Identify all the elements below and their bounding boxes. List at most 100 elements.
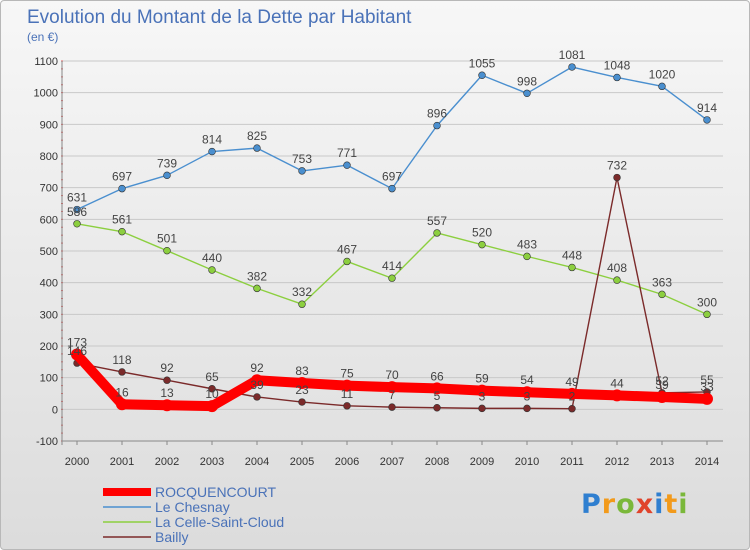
legend-label-rocquencourt: ROCQUENCOURT — [155, 484, 277, 500]
data-point — [613, 73, 621, 82]
data-label: 83 — [295, 364, 309, 378]
data-label: 92 — [160, 361, 174, 375]
data-point — [703, 310, 711, 319]
data-point — [568, 63, 576, 71]
x-tick-label: 2000 — [65, 456, 89, 468]
x-tick-label: 2002 — [155, 456, 179, 468]
data-point — [208, 147, 216, 156]
data-label: 914 — [697, 101, 717, 115]
data-label: 697 — [382, 170, 402, 184]
data-point — [656, 390, 668, 403]
legend-label-la-celle-saint-cloud: La Celle-Saint-Cloud — [155, 514, 285, 530]
data-point — [658, 290, 666, 299]
x-tick-label: 2006 — [335, 456, 359, 468]
data-label: 92 — [250, 361, 264, 375]
y-tick-label: 400 — [40, 278, 58, 290]
data-point — [523, 89, 531, 98]
legend-swatch-le-chesnay — [103, 506, 151, 508]
data-label: 33 — [700, 380, 714, 394]
data-label: 65 — [205, 370, 219, 384]
data-label: 825 — [247, 129, 267, 143]
y-tick-label: 900 — [40, 119, 58, 131]
logo-letter: t — [664, 489, 679, 520]
data-point — [163, 171, 171, 180]
y-tick-label: 800 — [40, 151, 58, 163]
data-point — [118, 184, 126, 193]
data-point — [388, 184, 396, 193]
x-tick-label: 2013 — [650, 456, 674, 468]
data-label: 55 — [700, 373, 714, 387]
data-point — [163, 246, 171, 255]
legend-swatch-rocquencourt — [103, 488, 151, 496]
data-point — [523, 404, 531, 413]
data-label: 998 — [517, 74, 537, 88]
data-label: 1081 — [559, 48, 586, 62]
data-label: 173 — [67, 336, 87, 350]
data-point — [478, 71, 486, 79]
x-tick-label: 2004 — [245, 456, 269, 468]
data-label: 732 — [607, 159, 627, 173]
data-label: 467 — [337, 242, 357, 256]
data-label: 49 — [565, 375, 579, 389]
y-tick-label: 200 — [40, 341, 58, 353]
data-point — [73, 220, 81, 228]
data-point — [206, 400, 218, 413]
x-tick-label: 2011 — [560, 456, 584, 468]
data-label: 39 — [655, 378, 669, 392]
x-tick-label: 2007 — [380, 456, 404, 468]
y-tick-label: 500 — [40, 246, 58, 258]
data-point — [341, 379, 353, 392]
data-point — [253, 393, 261, 401]
x-tick-label: 2014 — [695, 456, 719, 468]
data-label: 11 — [341, 387, 354, 401]
data-label: 440 — [202, 251, 222, 265]
data-point — [658, 82, 666, 91]
data-point — [116, 398, 128, 411]
data-point — [388, 403, 396, 411]
data-point — [251, 374, 263, 387]
data-point — [478, 240, 486, 249]
data-point — [73, 205, 81, 214]
data-label: 332 — [292, 285, 312, 299]
y-tick-label: -100 — [36, 436, 58, 448]
x-tick-label: 2010 — [515, 456, 539, 468]
data-label: 39 — [250, 378, 264, 392]
data-label: 118 — [112, 353, 131, 367]
legend-label-bailly: Bailly — [155, 529, 189, 545]
data-label: 483 — [517, 237, 537, 251]
data-label: 561 — [112, 213, 132, 227]
data-point — [523, 252, 531, 261]
data-point — [433, 121, 441, 130]
data-label: 896 — [427, 107, 447, 121]
data-label: 3 — [479, 389, 486, 403]
data-point — [613, 173, 621, 182]
data-label: 520 — [472, 226, 492, 240]
data-point — [386, 381, 398, 394]
data-label: 5 — [434, 389, 441, 403]
data-label: 44 — [610, 376, 624, 390]
data-point — [118, 227, 126, 236]
data-label: 59 — [475, 372, 489, 386]
data-label: 300 — [697, 295, 717, 309]
data-label: 771 — [337, 146, 357, 160]
data-label: 1055 — [469, 56, 496, 70]
y-tick-label: 1100 — [34, 56, 58, 68]
data-point — [568, 405, 576, 413]
chart-title: Evolution du Montant de la Dette par Hab… — [27, 7, 412, 28]
data-label: 16 — [115, 385, 129, 399]
data-label: 52 — [655, 374, 669, 388]
data-point — [343, 161, 351, 169]
data-label: 54 — [520, 373, 534, 387]
data-label: 70 — [385, 368, 399, 382]
data-label: 814 — [202, 133, 222, 147]
data-label: 7 — [389, 388, 396, 402]
data-point — [163, 376, 171, 384]
data-point — [161, 399, 173, 412]
data-point — [298, 300, 306, 308]
logo-letter: o — [616, 489, 636, 520]
data-label: 75 — [340, 367, 354, 381]
data-point — [566, 387, 578, 400]
legend-swatch-bailly — [103, 536, 151, 538]
y-tick-label: 300 — [40, 309, 58, 321]
